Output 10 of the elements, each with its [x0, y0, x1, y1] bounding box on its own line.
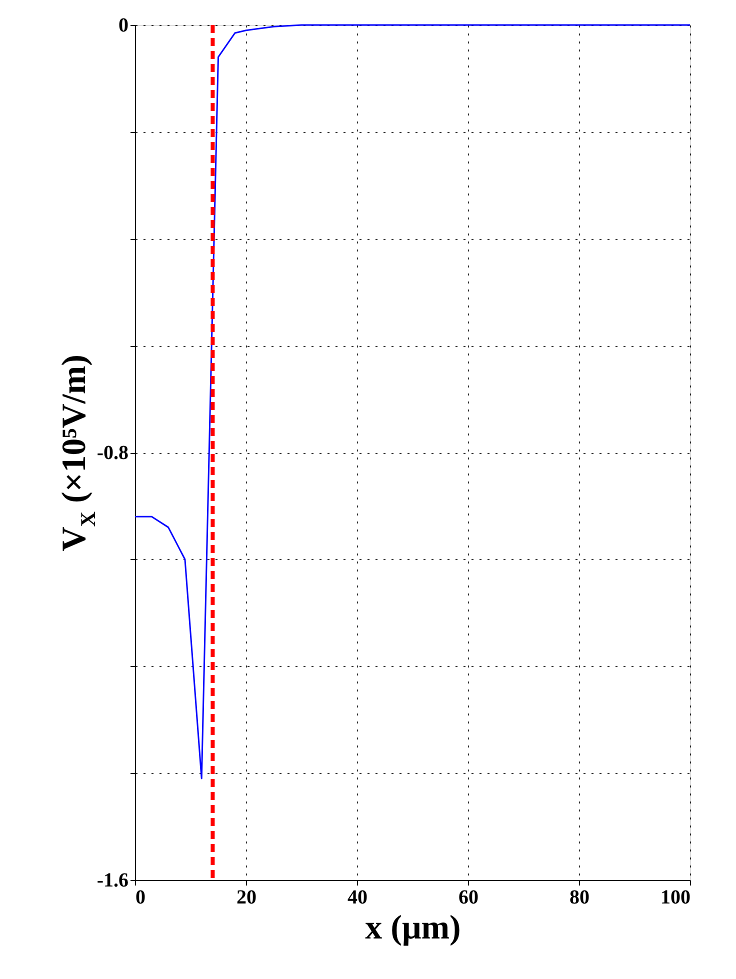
x-tick-label: 60	[458, 886, 478, 908]
y-tick-label: -1.6	[96, 870, 128, 892]
x-tick-label: 20	[236, 886, 256, 908]
y-tick-label: -0.8	[96, 442, 128, 464]
x-tick-label: 80	[570, 886, 590, 908]
y-tick-label: 0	[118, 14, 128, 36]
x-tick-label: 40	[348, 886, 368, 908]
x-tick-label: 0	[136, 886, 146, 908]
x-axis-title: x (μm)	[365, 910, 461, 946]
x-tick-label: 100	[660, 886, 690, 908]
